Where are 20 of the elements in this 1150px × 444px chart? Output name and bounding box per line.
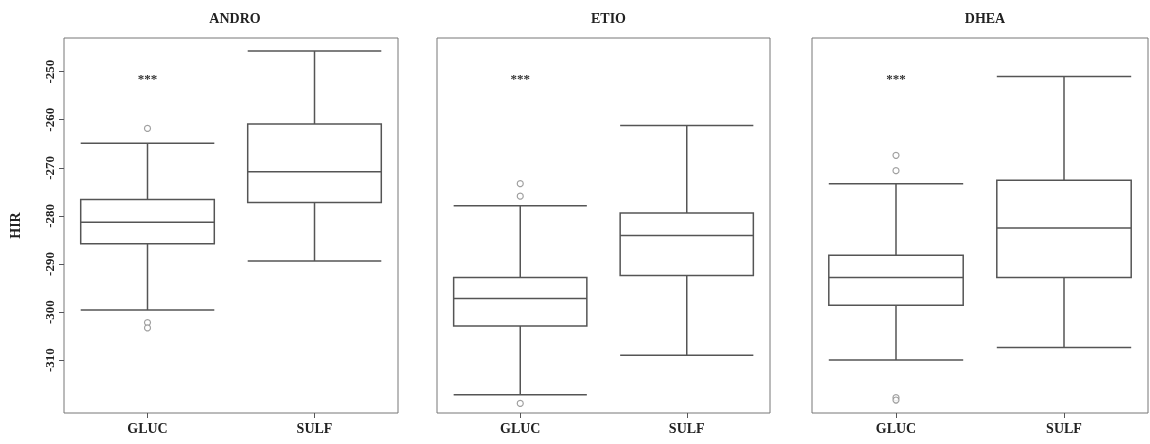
chart-title: ETIO xyxy=(590,10,627,26)
y-tick-label: -290 xyxy=(42,252,57,276)
y-tick-label: -250 xyxy=(42,59,57,84)
chart-title: DHEA xyxy=(964,10,1007,26)
x-tick-label: GLUC xyxy=(127,420,168,436)
y-axis-title: HIR xyxy=(7,211,23,239)
x-tick-label: GLUC xyxy=(875,420,917,436)
y-tick-label: -260 xyxy=(42,107,57,132)
annotation: *** xyxy=(137,70,158,86)
y-tick-label: -270 xyxy=(42,155,57,180)
x-tick-label: GLUC xyxy=(500,420,541,436)
x-tick-label: SULF xyxy=(1046,420,1082,436)
x-tick-label: SULF xyxy=(296,420,333,436)
y-tick-label: -280 xyxy=(42,203,57,228)
annotation: *** xyxy=(510,70,530,86)
y-tick-label: -310 xyxy=(42,348,57,373)
y-tick-label: -300 xyxy=(42,300,57,324)
annotation: *** xyxy=(886,70,906,86)
chart-title: ANDRO xyxy=(209,10,261,26)
x-tick-label: SULF xyxy=(668,420,705,436)
